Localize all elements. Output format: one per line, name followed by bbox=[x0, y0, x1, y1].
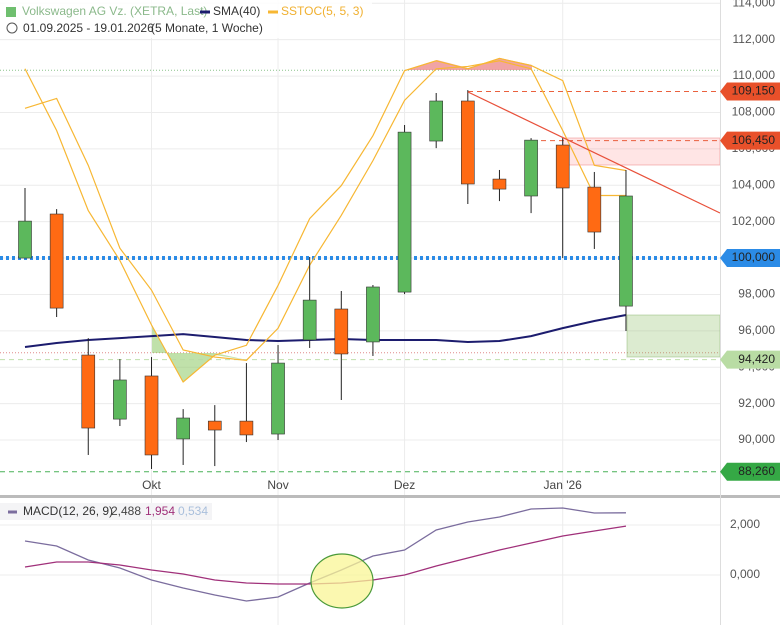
y-tick-label: 102,000 bbox=[732, 214, 776, 228]
candle-body bbox=[587, 186, 602, 233]
legend-title: Volkswagen AG Vz. (XETRA, Last) bbox=[22, 4, 207, 18]
y-tick-label: 112,000 bbox=[733, 32, 776, 46]
macd-signal-value: 1,954 bbox=[145, 504, 175, 518]
level-label-bg bbox=[720, 82, 780, 101]
axis-labels: 90,00092,00094,00096,00098,000100,000102… bbox=[142, 0, 780, 581]
x-tick-label: Okt bbox=[142, 478, 161, 492]
level-label-bg bbox=[720, 131, 780, 150]
legend-entry: SSTOC(5, 5, 3) bbox=[281, 4, 363, 18]
candle-body bbox=[461, 100, 475, 185]
clock-icon bbox=[6, 22, 18, 34]
candle-body bbox=[207, 420, 222, 431]
candle-body bbox=[429, 100, 443, 142]
level-label: 88,260 bbox=[738, 464, 775, 478]
y-tick-label: 96,000 bbox=[738, 323, 775, 337]
level-label-bg bbox=[720, 350, 780, 369]
level-label: 100,000 bbox=[732, 250, 776, 264]
macd-title: MACD(12, 26, 9) bbox=[23, 504, 113, 518]
x-tick-label: Dez bbox=[394, 478, 415, 492]
candle-body bbox=[18, 220, 32, 259]
support-zone bbox=[626, 314, 721, 358]
x-tick-label: Nov bbox=[267, 478, 288, 492]
series-line bbox=[24, 314, 627, 349]
candle-body bbox=[144, 375, 159, 456]
candle-body bbox=[619, 195, 633, 307]
y-tick-label: 110,000 bbox=[733, 68, 776, 82]
crossover-marker bbox=[310, 553, 374, 609]
level-label-bg bbox=[720, 462, 780, 481]
y-tick-label: 0,000 bbox=[730, 567, 760, 581]
y-tick-label: 114,000 bbox=[733, 0, 776, 9]
y-tick-label: 104,000 bbox=[732, 177, 776, 191]
candle-body bbox=[524, 139, 538, 197]
resistance-zone bbox=[562, 137, 721, 166]
candle-body bbox=[271, 362, 285, 435]
candle-body bbox=[239, 420, 254, 436]
date-range: 01.09.2025 - 19.01.2026 bbox=[23, 21, 154, 35]
y-tick-label: 98,000 bbox=[738, 287, 775, 301]
y-tick-label: 92,000 bbox=[738, 396, 775, 410]
y-tick-label: 108,000 bbox=[732, 105, 776, 119]
series-line bbox=[24, 60, 626, 361]
y-tick-label: 2,000 bbox=[730, 517, 760, 531]
macd-legend-bg bbox=[0, 503, 212, 520]
level-label: 109,150 bbox=[732, 84, 776, 98]
legend-icon bbox=[6, 7, 16, 17]
candle-body bbox=[81, 354, 96, 429]
period: (5 Monate, 1 Woche) bbox=[151, 21, 263, 35]
level-label: 106,450 bbox=[732, 133, 776, 147]
level-label: 94,420 bbox=[738, 352, 775, 366]
candle-body bbox=[366, 286, 380, 343]
legend-bg bbox=[0, 0, 372, 38]
candle-body bbox=[49, 213, 64, 309]
candle-body bbox=[302, 299, 317, 341]
candle-body bbox=[113, 379, 127, 420]
candle-body bbox=[334, 308, 349, 355]
series-line bbox=[24, 57, 627, 383]
trend-line bbox=[467, 91, 721, 214]
level-label-bg bbox=[720, 249, 780, 268]
macd-value: 2,488 bbox=[111, 504, 141, 518]
macd-histogram-value: 0,534 bbox=[178, 504, 208, 518]
candle-body bbox=[492, 178, 507, 190]
candle-body bbox=[555, 144, 570, 189]
legend-entry: SMA(40) bbox=[213, 4, 260, 18]
y-tick-label: 90,000 bbox=[738, 432, 775, 446]
x-tick-label: Jan '26 bbox=[544, 478, 583, 492]
candle-body bbox=[397, 131, 412, 293]
candle-body bbox=[176, 417, 190, 440]
